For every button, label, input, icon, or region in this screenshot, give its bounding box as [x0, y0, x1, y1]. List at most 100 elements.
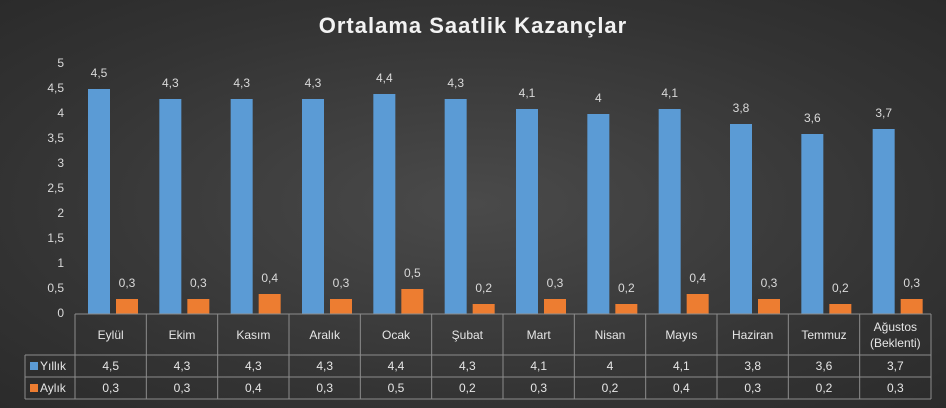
y-tick-label: 2,5 [47, 181, 64, 195]
table-value: 0,3 [102, 381, 119, 395]
category-label: Mart [526, 327, 551, 342]
bar [872, 129, 895, 314]
table-value: 4,3 [244, 359, 262, 373]
table-value: 0,2 [601, 381, 619, 395]
category-label: Mayıs [665, 327, 698, 342]
data-label: 0,3 [547, 276, 564, 290]
legend-label: Yıllık [40, 359, 67, 373]
bar [758, 299, 780, 314]
table-value: 0,3 [316, 381, 333, 395]
y-tick-label: 2 [57, 206, 64, 220]
table-value: 3,6 [815, 359, 833, 373]
bar [116, 299, 138, 314]
table-value: 4,3 [316, 359, 333, 373]
category-label: Kasım [236, 327, 271, 342]
y-tick-label: 1 [57, 256, 64, 270]
bar [516, 109, 538, 314]
category-label: Temmuz [801, 327, 847, 342]
y-tick-label: 5 [57, 56, 64, 70]
table-value: 0,4 [244, 381, 262, 395]
data-label: 4 [595, 91, 602, 105]
data-label: 0,4 [689, 271, 706, 285]
category-label: Eylül [97, 327, 124, 342]
table-value: 4,1 [672, 359, 690, 373]
data-label: 4,3 [305, 76, 322, 90]
data-label: 0,3 [333, 276, 350, 290]
y-tick-label: 4,5 [47, 81, 64, 95]
y-tick-label: 1,5 [47, 231, 64, 245]
table-value: 0,3 [530, 381, 547, 395]
table-value: 3,7 [886, 359, 904, 373]
y-tick-label: 0,5 [47, 281, 64, 295]
data-label: 4,3 [162, 76, 179, 90]
data-label: 4,5 [91, 66, 108, 80]
bar [401, 289, 424, 314]
data-label: 4,3 [447, 76, 464, 90]
y-tick-label: 3 [57, 156, 64, 170]
bar [801, 134, 824, 314]
bar [258, 294, 281, 314]
bar [330, 299, 352, 314]
bar [615, 304, 638, 314]
table-value: 4,3 [458, 359, 476, 373]
data-label: 0,2 [475, 281, 492, 295]
table-value: 4 [606, 359, 614, 373]
bar [544, 299, 566, 314]
bar [302, 99, 324, 314]
table-value: 0,2 [815, 381, 833, 395]
legend-key [30, 362, 38, 370]
bar [373, 94, 396, 314]
y-tick-label: 3,5 [47, 131, 64, 145]
y-tick-label: 4 [57, 106, 64, 120]
category-label: Haziran [731, 327, 774, 342]
table-value: 4,3 [173, 359, 191, 373]
table-value: 0,3 [886, 381, 904, 395]
chart-title: Ortalama Saatlik Kazançlar [319, 13, 627, 38]
bar [159, 99, 182, 314]
data-label: 0,3 [119, 276, 136, 290]
category-label: Aralık [309, 327, 340, 342]
bar [472, 304, 495, 314]
legend-key [30, 384, 38, 392]
bar [187, 299, 210, 314]
data-label: 0,5 [404, 266, 421, 280]
bar [730, 124, 752, 314]
category-label: Ekim [168, 327, 196, 342]
bar [444, 99, 467, 314]
data-label: 3,7 [875, 106, 892, 120]
y-tick-label: 0 [57, 306, 64, 320]
table-value: 0,2 [458, 381, 476, 395]
category-label: Nisan [594, 327, 626, 342]
bar [686, 294, 709, 314]
data-label: 4,4 [376, 71, 393, 85]
data-label: 0,3 [761, 276, 778, 290]
data-label: 4,1 [661, 86, 678, 100]
data-label: 3,6 [804, 111, 821, 125]
data-label: 0,2 [618, 281, 635, 295]
table-value: 0,3 [173, 381, 191, 395]
data-label: 0,2 [832, 281, 849, 295]
table-value: 4,4 [387, 359, 405, 373]
table-value: 0,4 [672, 381, 690, 395]
legend-label: Aylık [40, 381, 66, 395]
table-value: 4,1 [530, 359, 547, 373]
table-value: 3,8 [744, 359, 761, 373]
data-label: 4,3 [233, 76, 250, 90]
category-label: Ağustos (Beklenti) [869, 319, 921, 350]
data-label: 0,4 [261, 271, 278, 285]
bar [230, 99, 253, 314]
table-value: 4,5 [102, 359, 119, 373]
bar [88, 89, 110, 314]
bar [829, 304, 852, 314]
category-label: Şubat [451, 327, 483, 342]
category-label: Ocak [381, 327, 410, 342]
data-label: 0,3 [190, 276, 207, 290]
data-label: 3,8 [733, 101, 750, 115]
bar [587, 114, 610, 314]
bar [900, 299, 923, 314]
table-value: 0,5 [387, 381, 405, 395]
table-value: 0,3 [744, 381, 761, 395]
data-label: 0,3 [903, 276, 920, 290]
